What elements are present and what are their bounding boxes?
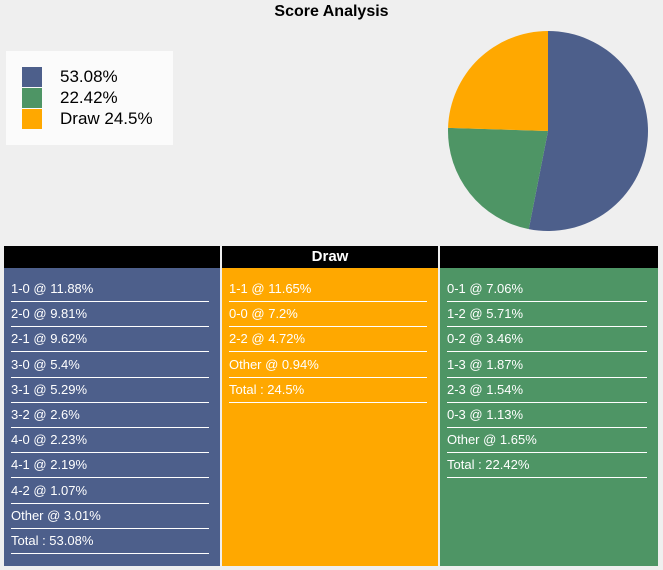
legend-label: 53.08% [60,67,118,86]
score-entry: Total : 22.42% [447,457,530,473]
column-header-away [440,246,658,268]
chart-title: Score Analysis [274,3,389,20]
row-divider [447,351,647,353]
score-entry: 4-2 @ 1.07% [11,482,88,498]
score-entry: 0-0 @ 7.2% [229,306,298,322]
column-header-draw: Draw [222,246,438,268]
score-entry: 1-1 @ 11.65% [229,281,312,296]
row-divider [229,376,427,378]
score-entry: 1-2 @ 5.71% [447,306,524,322]
column-home: 1-0 @ 11.88% 2-0 @ 9.81% 2-1 @ 9.62% 3-0 @ … [4,268,220,566]
score-entry: 1-0 @ 11.88% [11,281,94,296]
row-divider [447,326,647,328]
legend-swatch [22,67,42,87]
score-entry: 0-1 @ 7.06% [447,281,524,296]
score-entry: 2-2 @ 4.72% [229,331,306,347]
score-entry: Other @ 1.65% [447,432,537,448]
legend-swatch [22,88,42,108]
pie-slice [448,127,548,230]
score-entry: Other @ 0.94% [229,356,319,372]
legend-label: 22.42% [60,88,118,107]
row-divider [447,477,647,479]
score-entry: Other @ 3.01% [11,507,101,523]
column-away: 0-1 @ 7.06% 1-2 @ 5.71% 0-2 @ 3.46% 1-3 @ 1… [440,268,658,566]
score-entry: 3-1 @ 5.29% [11,381,88,397]
row-divider [447,376,647,378]
score-entry: 2-1 @ 9.62% [11,331,88,347]
legend-label: Draw 24.5% [60,109,153,128]
pie-slice [528,31,648,231]
score-entry: Total : 24.5% [229,381,305,397]
row-divider [11,452,209,454]
row-divider [447,452,647,454]
row-divider [229,401,427,403]
row-divider [11,376,209,378]
score-entry: 0-2 @ 3.46% [447,331,524,347]
row-divider [11,502,209,504]
row-divider [11,301,209,302]
score-entry: 4-1 @ 2.19% [11,457,88,473]
column-draw: 1-1 @ 11.65% 0-0 @ 7.2% 2-2 @ 4.72% Other @… [222,268,438,566]
row-divider [11,351,209,353]
score-entry: 1-3 @ 1.87% [447,356,524,372]
row-divider [229,326,427,328]
row-divider [229,301,427,302]
row-divider [11,527,209,529]
pie-slice [448,31,548,131]
score-entry: Total : 53.08% [11,533,94,548]
legend: 53.08% 22.42% Draw 24.5% [6,51,173,145]
score-entry: 0-3 @ 1.13% [447,407,524,422]
row-divider [11,326,209,328]
row-divider [447,401,647,403]
row-divider [229,351,427,353]
row-divider [11,553,209,554]
score-entry: 2-3 @ 1.54% [447,381,524,397]
score-entry: 3-2 @ 2.6% [11,407,80,422]
pie-chart [448,31,648,231]
row-divider [447,301,647,302]
legend-swatch [22,109,42,129]
row-divider [11,477,209,479]
row-divider [11,401,209,403]
row-divider [447,427,647,428]
score-entry: 3-0 @ 5.4% [11,356,80,372]
column-header-home [4,246,220,268]
score-entry: 4-0 @ 2.23% [11,432,88,448]
score-entry: 2-0 @ 9.81% [11,306,88,322]
row-divider [11,427,209,428]
